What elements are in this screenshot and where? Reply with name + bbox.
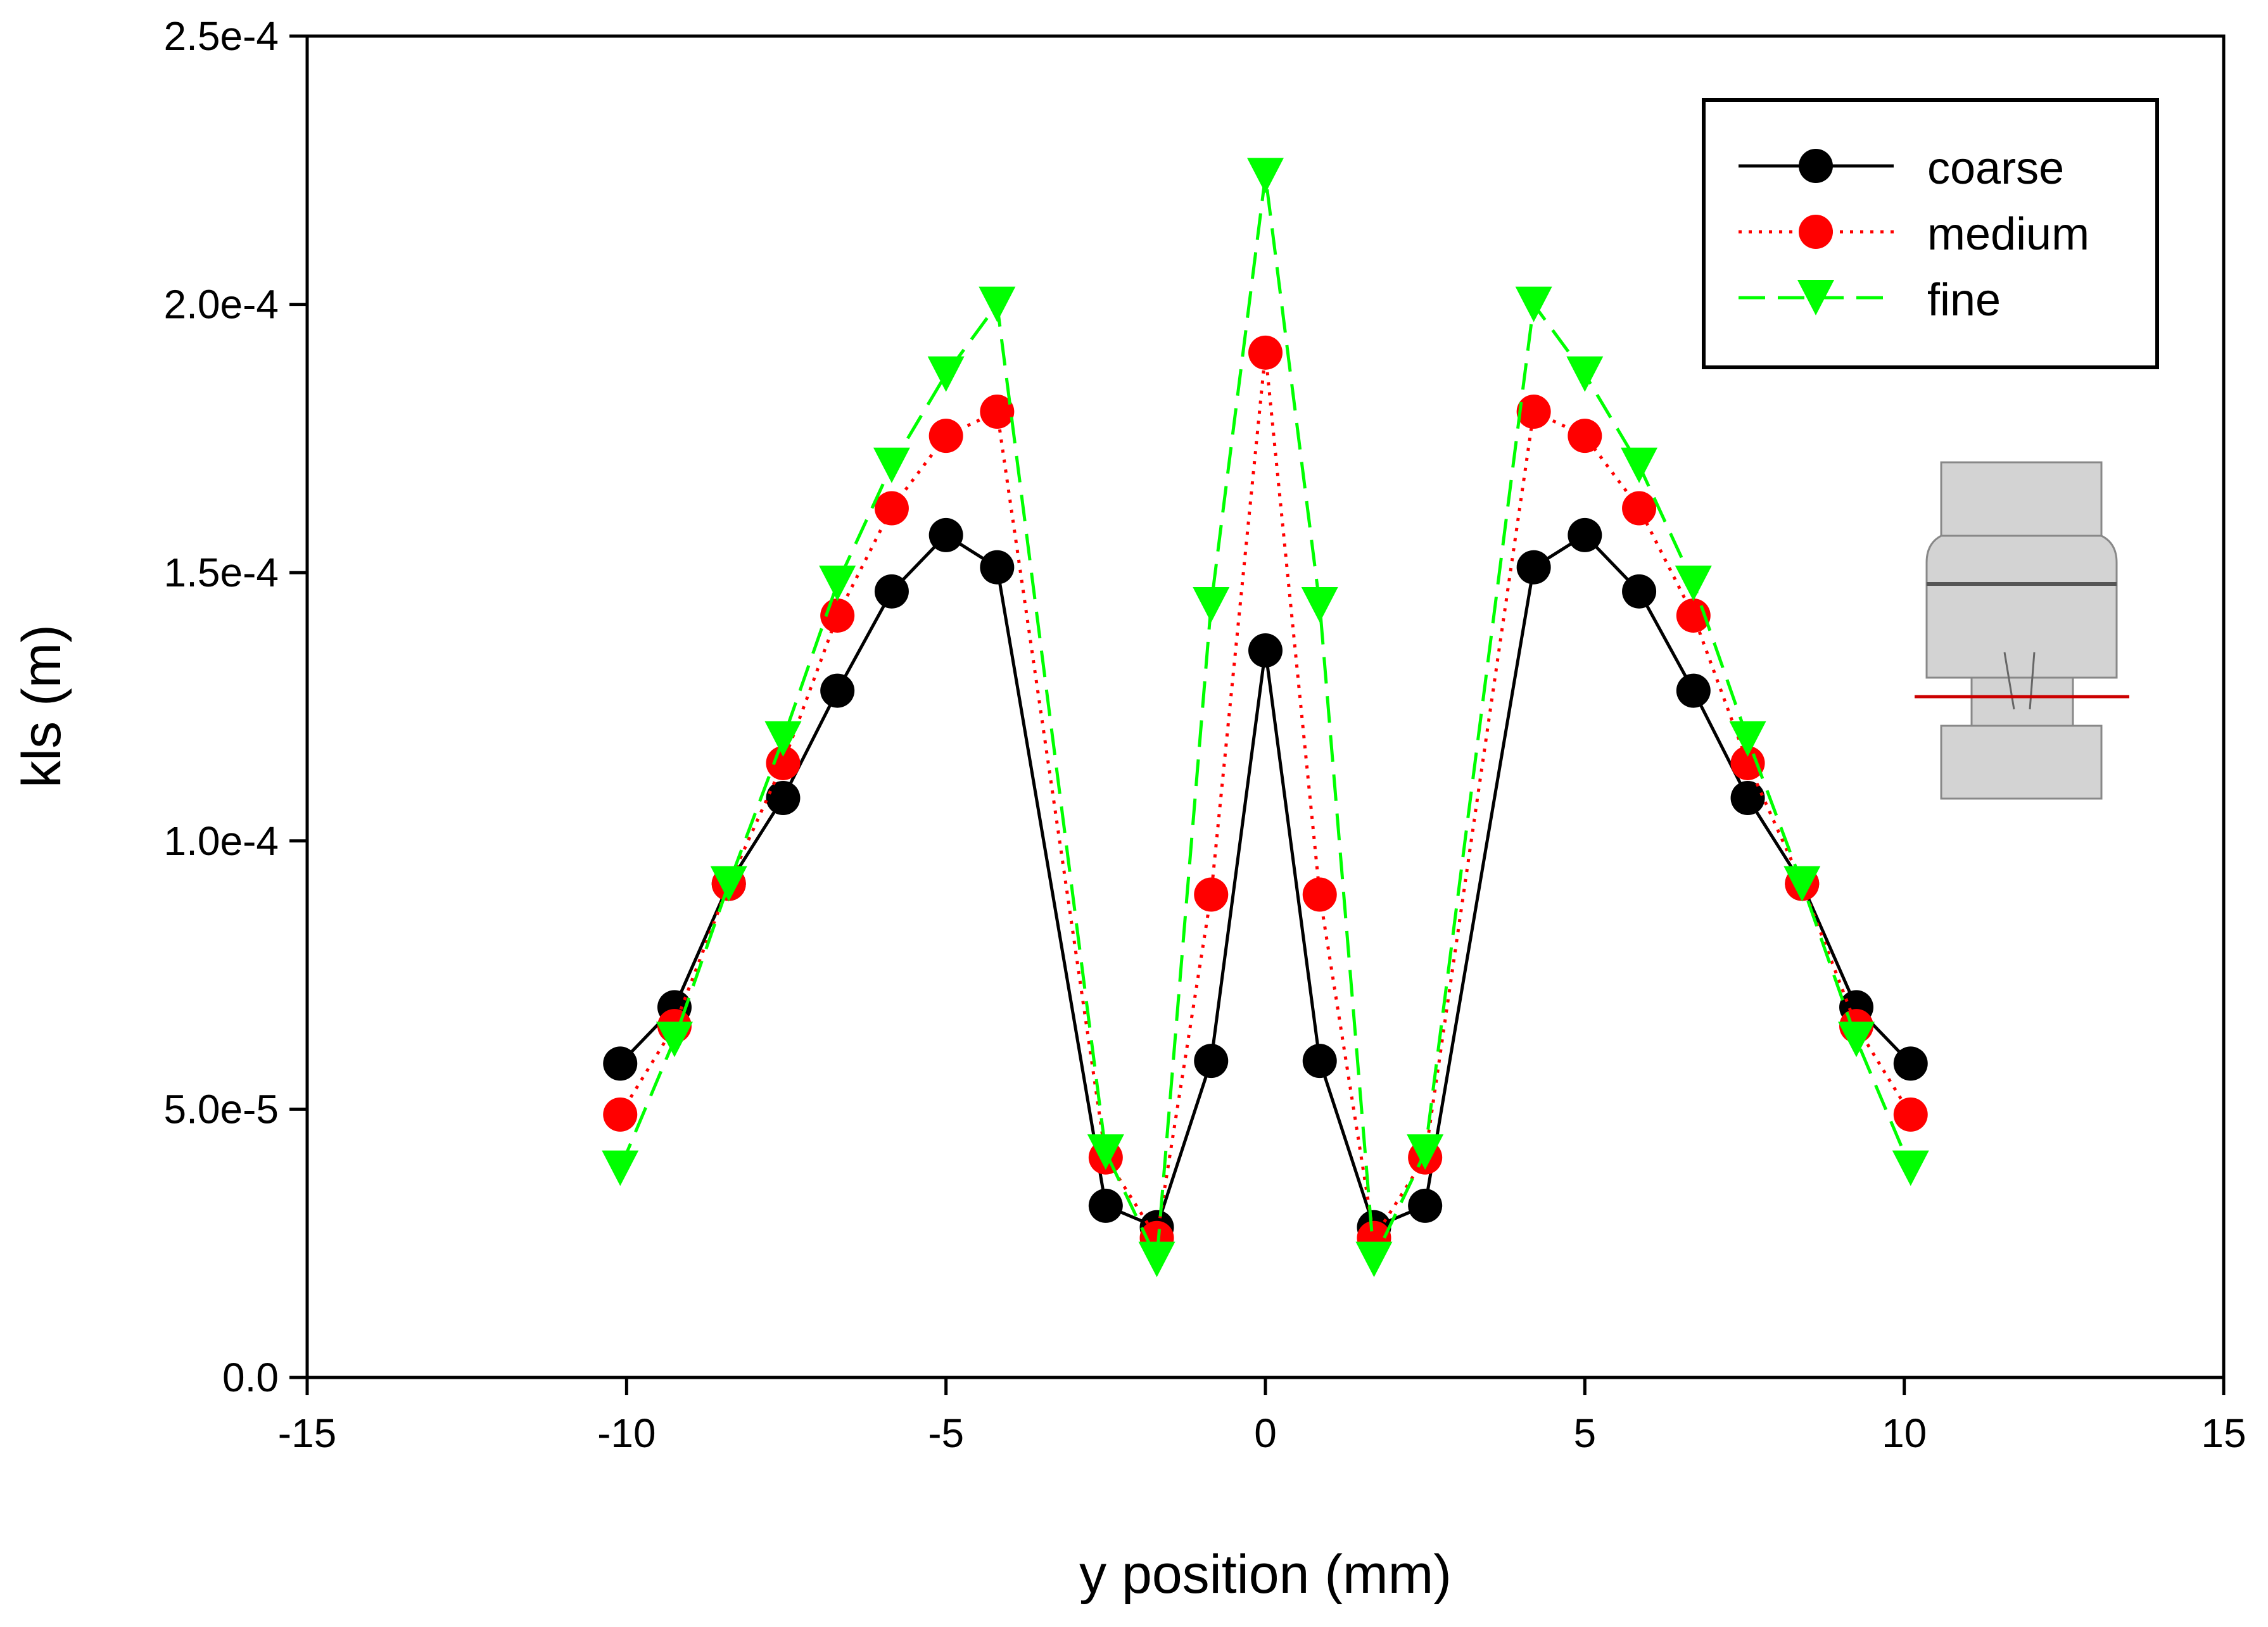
data-point-medium — [1568, 419, 1602, 453]
data-point-fine — [1087, 1134, 1124, 1170]
data-point-fine — [1729, 721, 1766, 757]
inset-crack-marks — [2003, 652, 2036, 710]
data-point-fine — [927, 356, 965, 392]
axis-ticks: -15 -10 -5 0 5 10 15 0.0 5.0e-5 1.0e-4 1.5e-4 2.0e-… — [164, 13, 2246, 1456]
data-point-fine — [1783, 866, 1821, 902]
x-tick-label: -15 — [278, 1410, 337, 1456]
inset-bottom-block — [1940, 725, 2103, 800]
y-tick-label: 2.0e-4 — [164, 282, 279, 327]
y-tick-label: 1.0e-4 — [164, 818, 279, 864]
legend-marker-coarse — [1799, 149, 1833, 183]
legend-marker-medium — [1799, 215, 1833, 249]
x-tick-label: 15 — [2201, 1410, 2246, 1456]
data-point-fine — [1407, 1134, 1444, 1170]
x-axis-title: y position (mm) — [1079, 1544, 1452, 1605]
y-tick-label: 1.5e-4 — [164, 550, 279, 595]
data-point-fine — [1838, 1022, 1875, 1058]
y-axis-title: kls (m) — [11, 624, 72, 788]
data-point-medium — [980, 395, 1015, 429]
data-point-fine — [1138, 1241, 1175, 1277]
y-tick-label: 0.0 — [222, 1355, 279, 1400]
data-point-coarse — [874, 574, 909, 609]
data-point-fine — [873, 447, 910, 483]
data-point-coarse — [980, 550, 1015, 585]
x-tick-label: 5 — [1574, 1410, 1597, 1456]
inset-top-block — [1940, 461, 2103, 537]
data-point-coarse — [1622, 574, 1657, 609]
data-point-coarse — [1893, 1046, 1928, 1081]
data-point-coarse — [1730, 781, 1765, 816]
data-point-fine — [1892, 1150, 1929, 1186]
data-point-medium — [1893, 1097, 1928, 1132]
data-point-fine — [1566, 356, 1604, 392]
data-point-coarse — [603, 1046, 638, 1081]
data-point-coarse — [1248, 633, 1283, 668]
data-point-fine — [1301, 587, 1338, 623]
data-point-medium — [766, 745, 801, 780]
data-point-coarse — [766, 781, 801, 816]
data-point-fine — [656, 1022, 693, 1058]
data-point-fine — [1515, 286, 1552, 322]
y-tick-label: 2.5e-4 — [164, 13, 279, 59]
data-point-fine — [710, 866, 747, 902]
legend-label-fine: fine — [1927, 275, 2001, 326]
inset-upper-body — [1925, 535, 2118, 679]
data-point-fine — [1247, 158, 1284, 194]
data-point-medium — [1248, 335, 1283, 370]
data-point-fine — [979, 286, 1016, 322]
data-point-medium — [874, 491, 909, 526]
legend-marker-fine — [1797, 280, 1834, 315]
data-point-coarse — [1676, 673, 1711, 708]
x-tick-label: 10 — [1882, 1410, 1927, 1456]
data-point-medium — [1194, 877, 1229, 912]
plot-frame — [305, 34, 2226, 1379]
data-point-fine — [764, 721, 802, 757]
legend-label-medium: medium — [1927, 209, 2089, 260]
y-tick-label: 5.0e-5 — [164, 1086, 279, 1132]
data-point-coarse — [1408, 1188, 1443, 1223]
data-point-fine — [1355, 1241, 1393, 1277]
data-point-fine — [602, 1150, 639, 1186]
data-point-medium — [1302, 877, 1337, 912]
data-point-medium — [1622, 491, 1657, 526]
series-fine — [602, 158, 1929, 1277]
x-tick-label: -10 — [597, 1410, 656, 1456]
data-point-coarse — [1516, 550, 1551, 585]
legend-label-coarse: coarse — [1927, 143, 2064, 194]
data-point-fine — [819, 566, 856, 602]
inset-neck — [1970, 676, 2074, 727]
series-medium — [603, 335, 1928, 1255]
data-point-fine — [1675, 566, 1712, 602]
data-point-fine — [1193, 587, 1230, 623]
data-point-medium — [928, 419, 963, 453]
data-point-coarse — [928, 517, 963, 552]
data-point-coarse — [820, 673, 855, 708]
data-point-coarse — [1568, 517, 1602, 552]
data-point-medium — [1516, 395, 1551, 429]
specimen-inset-diagram — [1915, 461, 2129, 800]
data-point-coarse — [1088, 1188, 1123, 1223]
x-tick-label: 0 — [1254, 1410, 1277, 1456]
data-point-medium — [603, 1097, 638, 1132]
legend-box — [1702, 98, 2159, 369]
legend-entries — [1739, 149, 1894, 315]
data-point-fine — [1621, 447, 1658, 483]
data-point-coarse — [1302, 1044, 1337, 1079]
series-layer — [602, 158, 1929, 1277]
data-point-medium — [1730, 745, 1765, 780]
legend: coarse medium fine — [1702, 98, 2159, 369]
x-tick-label: -5 — [928, 1410, 964, 1456]
data-point-coarse — [1194, 1044, 1229, 1079]
